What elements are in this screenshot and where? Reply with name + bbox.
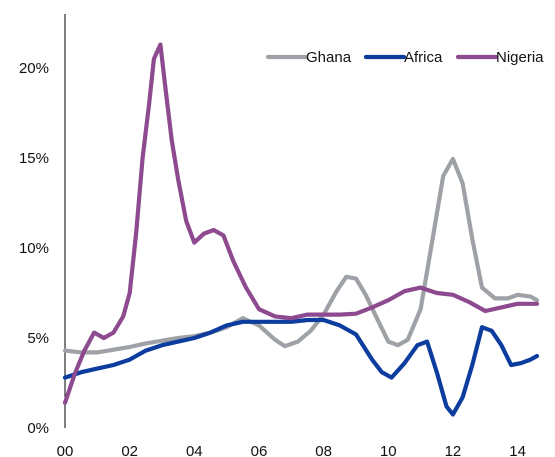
x-tick-label: 12: [445, 443, 462, 457]
y-tick-label: 5%: [27, 330, 49, 347]
legend-label-africa: Africa: [404, 49, 443, 66]
y-tick-label: 15%: [19, 150, 49, 167]
x-tick-label: 10: [380, 443, 397, 457]
legend-label-nigeria: Nigeria: [496, 49, 544, 66]
y-tick-label: 20%: [19, 60, 49, 77]
x-tick-labels: 00 02 04 06 08 10 12 14: [57, 443, 526, 457]
series-line-ghana: [62, 156, 540, 355]
series-line-africa: [62, 317, 540, 417]
x-tick-label: 00: [57, 443, 74, 457]
legend-label-ghana: Ghana: [306, 49, 352, 66]
x-tick-label: 06: [251, 443, 268, 457]
y-tick-label: 0%: [27, 420, 49, 437]
y-tick-label: 10%: [19, 240, 49, 257]
x-tick-label: 08: [315, 443, 332, 457]
x-tick-label: 14: [509, 443, 526, 457]
x-tick-label: 02: [121, 443, 138, 457]
y-tick-labels: 0% 5% 10% 15% 20%: [19, 60, 49, 437]
x-tick-label: 04: [186, 443, 203, 457]
legend: Ghana Africa Nigeria: [265, 49, 544, 66]
series-line-nigeria: [62, 42, 540, 405]
series-lines: [62, 42, 540, 417]
